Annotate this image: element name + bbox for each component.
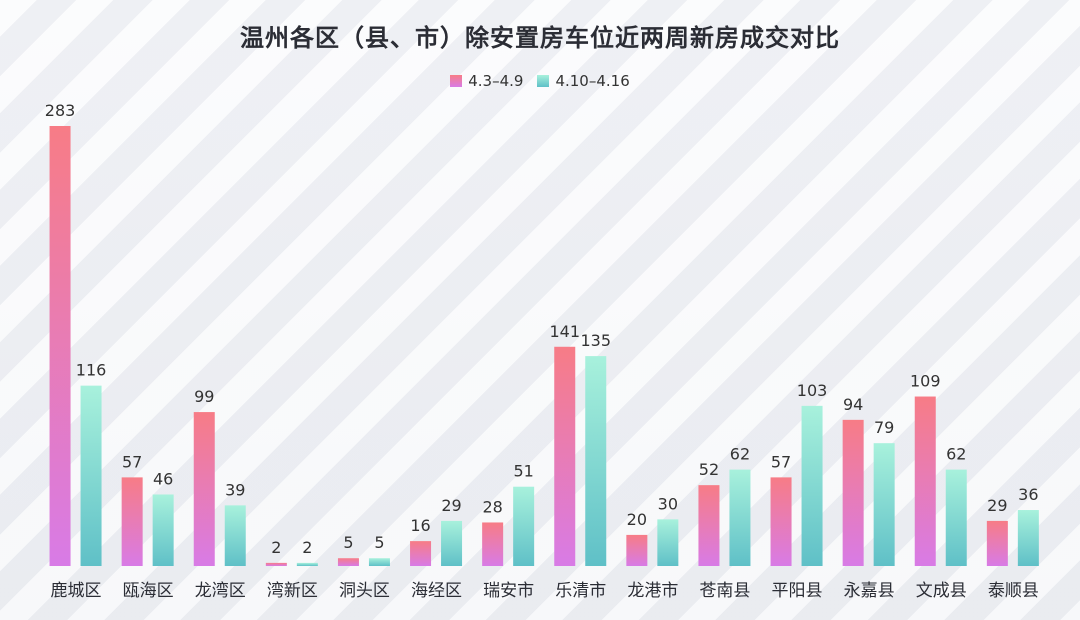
chart-legend: 4.3–4.9 4.10–4.16 bbox=[0, 72, 1080, 90]
data-label-series-1-3: 99 bbox=[194, 387, 214, 406]
bar-series-1-4 bbox=[265, 562, 287, 566]
bar-series-2-14 bbox=[1017, 510, 1039, 566]
x-tick-label-7: 瑞安市 bbox=[483, 581, 534, 601]
bar-series-1-9 bbox=[626, 534, 648, 566]
bar-series-1-10 bbox=[698, 485, 720, 566]
data-label-series-1-11: 57 bbox=[771, 452, 791, 471]
legend-swatch-series-1 bbox=[450, 75, 463, 87]
data-label-series-2-3: 39 bbox=[225, 480, 245, 499]
bar-series-1-2 bbox=[121, 477, 143, 566]
legend-swatch-series-2 bbox=[537, 75, 550, 87]
bar-series-1-3 bbox=[193, 412, 215, 566]
data-label-series-2-7: 51 bbox=[513, 462, 533, 481]
data-label-series-2-8: 135 bbox=[580, 331, 611, 350]
data-label-series-2-9: 30 bbox=[658, 494, 678, 513]
legend-label-series-2: 4.10–4.16 bbox=[555, 72, 630, 90]
bar-series-2-12 bbox=[873, 443, 895, 566]
data-label-series-2-1: 116 bbox=[76, 361, 107, 380]
data-label-series-1-1: 283 bbox=[45, 101, 76, 120]
bar-series-1-8 bbox=[554, 346, 576, 566]
data-label-series-1-5: 5 bbox=[343, 533, 353, 552]
bar-series-1-7 bbox=[482, 522, 504, 566]
chart-title: 温州各区（县、市）除安置房车位近两周新房成交对比 bbox=[240, 24, 840, 52]
bar-series-1-13 bbox=[914, 396, 936, 566]
bar-series-2-7 bbox=[513, 486, 535, 566]
data-label-series-1-8: 141 bbox=[549, 322, 580, 341]
data-label-series-1-2: 57 bbox=[122, 452, 142, 471]
bar-series-2-10 bbox=[729, 469, 751, 566]
data-label-series-1-9: 20 bbox=[627, 510, 647, 529]
data-label-series-2-6: 29 bbox=[441, 496, 461, 515]
bar-series-1-12 bbox=[842, 419, 864, 566]
bar-series-2-4 bbox=[296, 562, 318, 566]
data-label-series-1-10: 52 bbox=[699, 460, 719, 479]
bar-series-2-1 bbox=[80, 385, 102, 566]
x-tick-label-5: 洞头区 bbox=[339, 581, 390, 601]
data-label-series-2-10: 62 bbox=[730, 445, 750, 464]
data-label-series-1-13: 109 bbox=[910, 372, 941, 391]
data-label-series-2-12: 79 bbox=[874, 418, 894, 437]
bar-series-1-14 bbox=[986, 520, 1008, 566]
data-label-series-2-2: 46 bbox=[153, 469, 173, 488]
x-tick-label-14: 泰顺县 bbox=[988, 581, 1039, 601]
data-label-series-1-4: 2 bbox=[271, 538, 281, 557]
data-label-series-2-14: 36 bbox=[1018, 485, 1038, 504]
data-label-series-1-14: 29 bbox=[987, 496, 1007, 515]
x-tick-label-1: 鹿城区 bbox=[51, 581, 102, 601]
data-label-series-1-12: 94 bbox=[843, 395, 863, 414]
legend-item-series-2: 4.10–4.16 bbox=[537, 72, 630, 90]
x-tick-label-12: 永嘉县 bbox=[844, 581, 895, 601]
x-tick-label-3: 龙湾区 bbox=[195, 581, 246, 601]
bar-series-2-6 bbox=[441, 520, 463, 566]
legend-label-series-1: 4.3–4.9 bbox=[468, 72, 524, 90]
bar-series-2-11 bbox=[801, 405, 823, 566]
bar-series-1-11 bbox=[770, 477, 792, 566]
bar-series-1-5 bbox=[337, 558, 359, 566]
legend-item-series-1: 4.3–4.9 bbox=[450, 72, 523, 90]
data-label-series-2-5: 5 bbox=[374, 533, 384, 552]
data-label-series-1-7: 28 bbox=[482, 497, 502, 516]
data-label-series-2-13: 62 bbox=[946, 445, 966, 464]
bar-series-1-1 bbox=[49, 126, 71, 566]
x-tick-label-6: 海经区 bbox=[411, 581, 462, 601]
x-tick-label-9: 龙港市 bbox=[627, 581, 678, 601]
bar-series-2-8 bbox=[585, 356, 607, 566]
data-label-series-2-4: 2 bbox=[302, 538, 312, 557]
x-tick-label-10: 苍南县 bbox=[699, 581, 750, 601]
x-tick-label-11: 平阳县 bbox=[772, 581, 823, 601]
x-tick-label-8: 乐清市 bbox=[555, 581, 606, 601]
x-tick-label-13: 文成县 bbox=[916, 581, 967, 601]
bar-series-2-5 bbox=[368, 558, 390, 566]
data-label-series-2-11: 103 bbox=[797, 381, 828, 400]
bar-series-2-9 bbox=[657, 519, 679, 566]
bar-series-1-6 bbox=[410, 541, 432, 566]
x-tick-label-4: 湾新区 bbox=[267, 581, 318, 601]
bar-series-2-2 bbox=[152, 494, 174, 566]
x-tick-label-2: 瓯海区 bbox=[123, 581, 174, 601]
data-label-series-1-6: 16 bbox=[410, 516, 430, 535]
bar-series-2-13 bbox=[945, 469, 967, 566]
bar-series-2-3 bbox=[224, 505, 246, 566]
